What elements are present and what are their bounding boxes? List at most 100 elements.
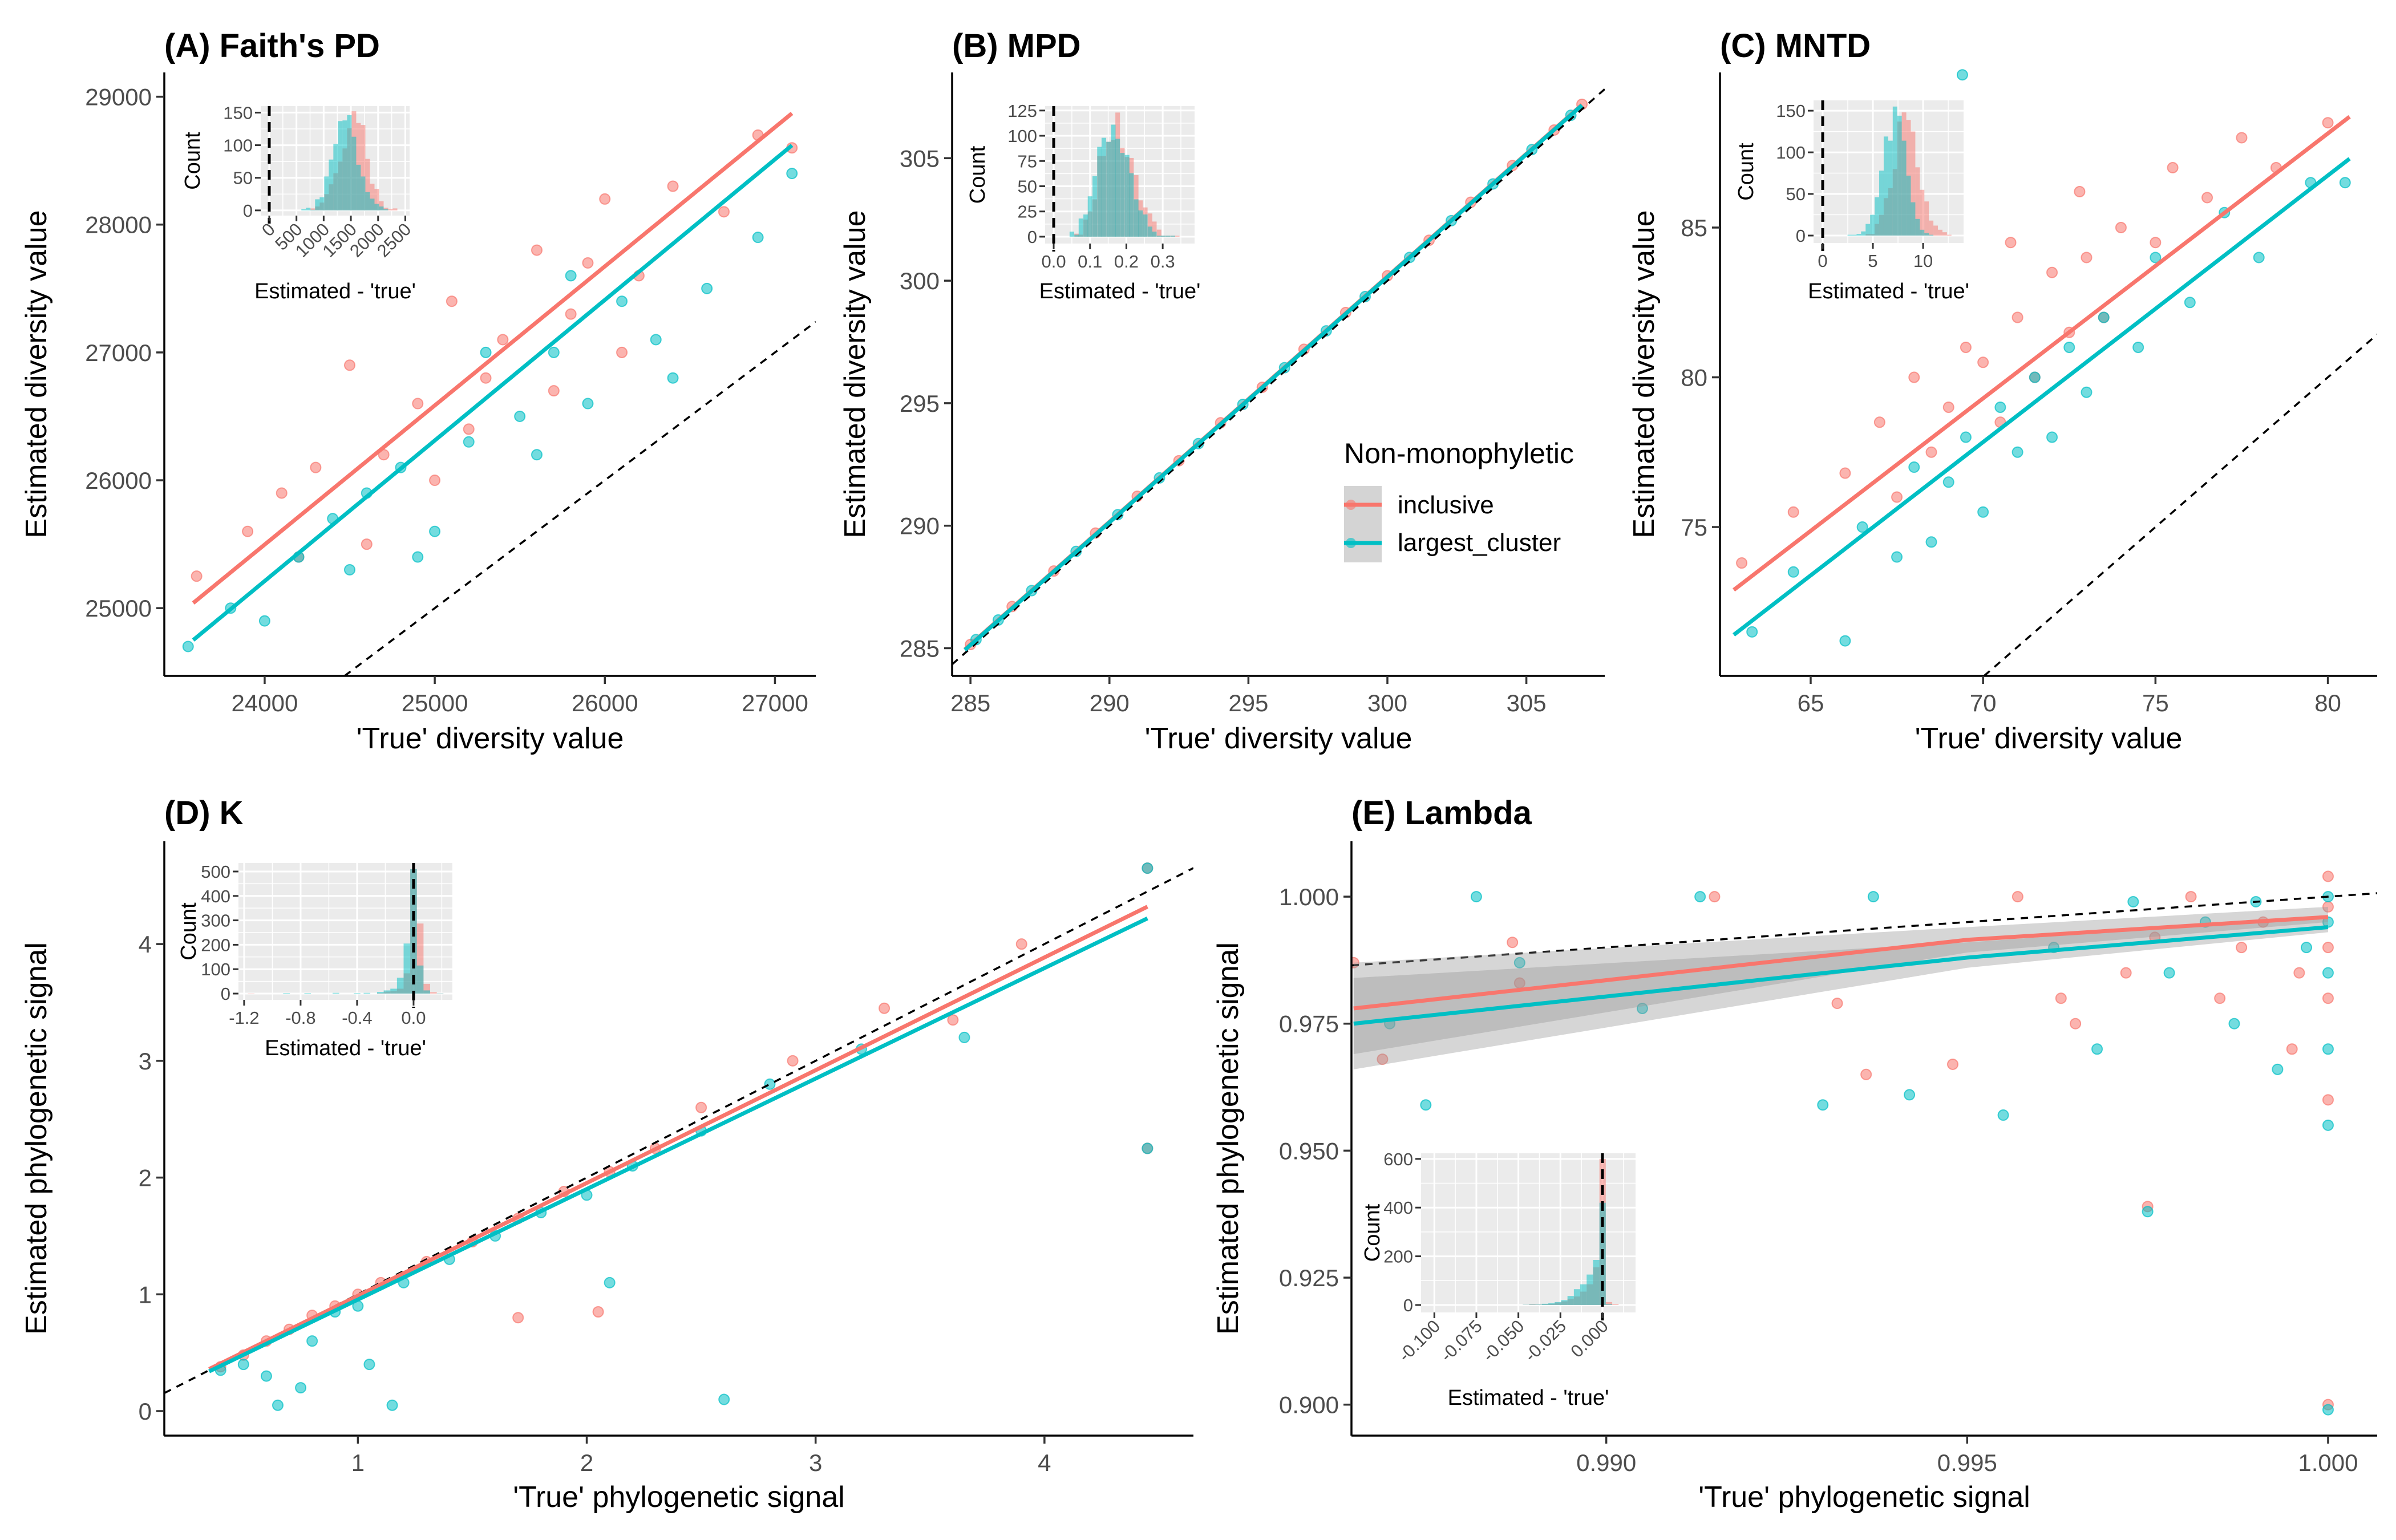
data-point (1994, 402, 2006, 414)
histogram-bar (1929, 234, 1934, 236)
data-point (182, 641, 194, 653)
data-point (650, 334, 662, 346)
x-axis-title: 'True' diversity value (1915, 722, 2183, 755)
data-point (1694, 891, 1706, 903)
inset-x-tick-label: 0 (1818, 251, 1827, 271)
y-axis-title: Estimated diversity value (1628, 210, 1661, 538)
panel-A: 24000 25000 26000 27000 25000 26000 27000 28000… (20, 27, 816, 755)
histogram-bar (356, 164, 361, 210)
histogram-bar (1074, 234, 1079, 237)
x-tick-label: 1 (351, 1449, 365, 1476)
data-point (787, 1055, 799, 1067)
histogram-bar (1170, 236, 1175, 237)
data-point (2081, 386, 2093, 398)
histogram-bar (1915, 218, 1920, 236)
histogram-bar (403, 943, 411, 994)
inset-x-axis-title: Estimated - 'true' (1039, 279, 1201, 303)
data-point (1947, 1058, 1958, 1070)
legend-key-background (1344, 486, 1382, 562)
data-point (531, 449, 543, 461)
inset-y-tick-label: 300 (201, 911, 230, 931)
data-point (512, 1312, 524, 1324)
inset-x-tick-label: -0.025 (1520, 1316, 1570, 1365)
x-axis-title: 'True' phylogenetic signal (513, 1481, 845, 1514)
data-point (2272, 1063, 2284, 1075)
data-point (2011, 891, 2023, 903)
inset-x-tick-label: 5 (1868, 251, 1877, 271)
data-point (2322, 1043, 2334, 1055)
histogram-bar (1946, 234, 1952, 236)
fit-line-largest_cluster (1353, 925, 2329, 1026)
data-point (2201, 192, 2213, 204)
inset-x-tick-label: -0.8 (285, 1008, 315, 1028)
inset-y-tick-label: 125 (1007, 101, 1037, 121)
histogram-bar (1147, 213, 1152, 237)
inset-y-tick-label: 100 (1007, 126, 1037, 146)
data-point (2063, 342, 2075, 354)
histogram-bar (1161, 236, 1166, 237)
histogram-bar (1580, 1284, 1587, 1305)
series-inclusive (191, 129, 798, 582)
histogram-bar (1865, 224, 1871, 236)
data-point (1908, 461, 1920, 473)
histogram-bar (383, 208, 388, 210)
plot-area (1733, 69, 2377, 676)
y-axis-title: Estimated phylogenetic signal (1212, 942, 1245, 1335)
inset-y-tick-label: 400 (201, 886, 230, 906)
inset-y-tick-label: 150 (223, 103, 253, 123)
histogram-bar (379, 201, 384, 210)
data-point (1942, 402, 1954, 414)
histogram-bar (383, 990, 391, 994)
histogram-bar (1852, 234, 1857, 236)
data-point (1142, 862, 1154, 874)
y-tick-label: 27000 (85, 339, 152, 366)
data-point (2236, 942, 2248, 954)
data-point (2339, 177, 2351, 189)
histogram-bar (1541, 1303, 1549, 1305)
histogram-bar (1097, 147, 1102, 237)
legend-key-largest-cluster-point (1346, 538, 1356, 548)
inset-x-tick-label: -0.050 (1479, 1316, 1528, 1365)
histogram-bar (301, 209, 306, 210)
histogram-bar (365, 192, 370, 210)
inset-x-axis-title: Estimated - 'true' (1448, 1386, 1609, 1410)
fit-line-largest_cluster (208, 916, 1148, 1373)
histogram-bar (370, 198, 375, 210)
x-tick-label: 305 (1507, 690, 1547, 716)
inset-y-tick-label: 50 (1786, 184, 1806, 204)
histogram-bar (379, 206, 384, 210)
data-point (2120, 967, 2132, 979)
data-point (2070, 1018, 2082, 1030)
inset-y-axis-title: Count (1734, 143, 1758, 201)
y-tick-label: 1 (139, 1281, 152, 1308)
inset-x-tick-label: 0.000 (1567, 1316, 1612, 1361)
panel-title: (D) K (164, 795, 244, 832)
inset-series-largest_cluster (1847, 106, 1934, 236)
inset-series-largest_cluster (301, 115, 388, 210)
identity-line (1351, 892, 2377, 967)
histogram-bar (1152, 232, 1157, 237)
data-point (565, 270, 577, 282)
data-point (2055, 992, 2067, 1004)
histogram-bar (374, 204, 379, 210)
histogram-bar (1124, 155, 1130, 237)
inset-y-tick-label: 50 (233, 168, 253, 188)
histogram-bar (1883, 136, 1888, 236)
data-point (2150, 237, 2162, 249)
y-tick-label: 295 (900, 390, 940, 417)
x-tick-label: 3 (809, 1449, 822, 1476)
data-point (2322, 1094, 2334, 1106)
data-point (604, 1276, 616, 1288)
data-point (344, 564, 356, 576)
data-point (2127, 895, 2139, 907)
inset-y-axis-title: Count (966, 145, 990, 204)
data-point (2132, 342, 2144, 354)
inset-x-tick-label: -0.100 (1394, 1316, 1444, 1365)
panel-C: 65 70 75 80 75 80 85 (C) MNTD 'True' diversity v… (1628, 27, 2377, 755)
histogram-bar (1147, 226, 1152, 237)
histogram-bar (1906, 175, 1911, 236)
histogram-bar (1143, 214, 1148, 237)
data-point (947, 1014, 959, 1026)
histogram-bar (361, 176, 366, 210)
